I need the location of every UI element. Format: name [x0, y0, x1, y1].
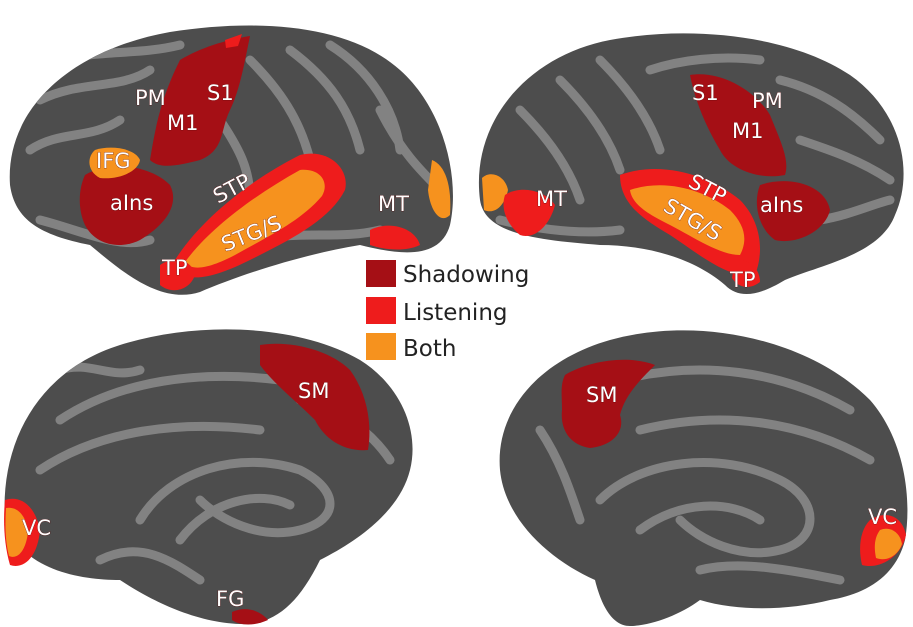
right-sma-shadowing	[561, 359, 655, 448]
left-sma-shadowing	[260, 343, 370, 451]
left-tp-listening	[160, 259, 195, 291]
label-left-s1: S1	[207, 81, 234, 105]
label-right-tp: TP	[729, 268, 756, 292]
label-left-mt: MT	[378, 192, 409, 216]
right-vc-both	[874, 528, 902, 560]
right-lateral-hemisphere	[478, 33, 904, 295]
right-lateral-cortex	[478, 33, 904, 295]
left-medial-labels: SM VC FG	[22, 379, 330, 612]
label-right-m1: M1	[732, 119, 763, 143]
left-stg-both	[185, 169, 325, 268]
left-vc-both	[5, 507, 28, 557]
label-left-sm: SM	[298, 379, 329, 403]
label-left-ains: aIns	[110, 191, 153, 215]
left-occipital-both	[428, 160, 451, 219]
right-medial-hemisphere	[499, 330, 908, 626]
left-mt-listening	[370, 225, 420, 250]
label-left-m1: M1	[167, 111, 198, 135]
label-left-vc: VC	[22, 516, 51, 540]
left-ifg-both	[89, 147, 140, 179]
legend-label-shadowing: Shadowing	[403, 262, 529, 288]
label-right-sm: SM	[586, 383, 617, 407]
label-left-ifg: IFG	[96, 149, 131, 173]
label-left-pm: PM	[135, 86, 166, 110]
right-occipital-both	[482, 174, 508, 212]
right-tp-listening	[732, 259, 760, 287]
legend-swatch-both	[366, 333, 396, 360]
label-right-mt: MT	[536, 187, 567, 211]
right-lateral-labels: S1 PM M1 MT STP STG/S aIns TP	[536, 81, 804, 293]
right-insula-shadowing	[756, 181, 830, 242]
right-medial-gyri	[535, 365, 875, 585]
label-left-tp: TP	[161, 256, 188, 280]
legend-swatch-listening	[366, 297, 396, 324]
label-right-s1: S1	[692, 81, 719, 105]
right-mt-listening	[503, 189, 555, 236]
legend-label-listening: Listening	[403, 300, 508, 326]
left-lateral-hemisphere	[9, 25, 453, 295]
label-left-fg: FG	[216, 587, 244, 611]
legend: Shadowing Listening Both	[366, 260, 529, 362]
label-right-pm: PM	[752, 89, 783, 113]
legend-swatch-shadowing	[366, 260, 396, 287]
left-precentral-shadowing	[150, 36, 250, 166]
label-right-vc: VC	[868, 505, 897, 529]
label-right-ains: aIns	[760, 193, 803, 217]
left-medial-hemisphere	[4, 329, 413, 625]
left-fg-shadowing	[232, 609, 268, 625]
right-precentral-shadowing	[690, 74, 787, 177]
right-stg-both	[630, 185, 745, 255]
left-insula-shadowing	[79, 166, 174, 245]
left-lateral-gyri	[25, 40, 445, 248]
right-medial-labels: SM VC	[586, 383, 898, 530]
legend-label-both: Both	[403, 336, 456, 362]
left-precentral-tip	[225, 34, 242, 48]
